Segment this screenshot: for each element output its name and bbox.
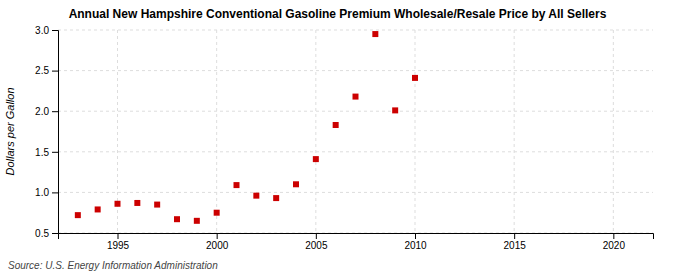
y-tick-mark	[52, 152, 58, 153]
y-tick-label: 2.0	[35, 106, 49, 117]
x-tick-mark	[613, 233, 614, 239]
x-tick-mark	[514, 233, 515, 239]
x-tick-mark	[415, 233, 416, 239]
y-grid-line	[58, 30, 653, 31]
x-tick: 2005	[305, 233, 328, 251]
point	[75, 212, 81, 218]
chart: 1995 2000 2005 2010 2015 2020 0.5 1.0 1.5 2.0 2.5 3…	[0, 0, 675, 275]
point	[392, 107, 398, 113]
y-grid-line	[58, 111, 653, 112]
y-tick-label: 3.0	[35, 25, 49, 36]
point	[372, 31, 378, 37]
point	[95, 206, 101, 212]
y-tick: 3.0	[35, 25, 58, 36]
x-tick: 2015	[504, 233, 527, 251]
x-tick: 2010	[404, 233, 427, 251]
y-grid-line	[58, 151, 653, 152]
x-tick-mark	[217, 233, 218, 239]
y-tick: 2.0	[35, 106, 58, 117]
point	[214, 210, 220, 216]
point	[194, 218, 200, 224]
point	[293, 181, 299, 187]
y-axis-label: Dollars per Gallon	[4, 87, 16, 175]
plot-area: 1995 2000 2005 2010 2015 2020 0.5 1.0 1.5 2.0 2.5 3…	[35, 25, 653, 251]
y-tick-mark	[52, 233, 58, 234]
y-tick: 1.0	[35, 187, 58, 198]
x-tick-label: 1995	[107, 240, 130, 251]
x-tick: 1995	[107, 233, 130, 251]
y-tick-mark	[52, 111, 58, 112]
x-tick-label: 2015	[504, 240, 527, 251]
points	[75, 31, 418, 224]
point	[253, 193, 259, 199]
y-axis: 0.5 1.0 1.5 2.0 2.5 3.0	[35, 25, 58, 239]
x-tick-label: 2000	[206, 240, 229, 251]
point	[333, 122, 339, 128]
x-tick: 2000	[206, 233, 229, 251]
y-axis-line	[52, 31, 59, 234]
source-note: Source: U.S. Energy Information Administ…	[8, 260, 218, 271]
y-tick: 0.5	[35, 228, 58, 239]
x-tick-label: 2010	[404, 240, 427, 251]
point	[234, 182, 240, 188]
point	[273, 195, 279, 201]
y-tick: 2.5	[35, 65, 58, 76]
y-tick-label: 0.5	[35, 228, 49, 239]
title: Annual New Hampshire Conventional Gasoli…	[69, 7, 607, 21]
y-tick-label: 1.5	[35, 147, 49, 158]
y-tick-mark	[52, 192, 58, 193]
x-grid-line	[415, 30, 416, 233]
y-grid-line	[58, 192, 653, 193]
x-grid-line	[514, 30, 515, 233]
x-tick: 2020	[603, 233, 626, 251]
x-grid-line	[613, 30, 614, 233]
x-tick-label: 2020	[603, 240, 626, 251]
point	[174, 216, 180, 222]
point	[154, 202, 160, 208]
x-tick-mark	[316, 233, 317, 239]
x-grid-line	[216, 30, 217, 233]
y-tick-mark	[52, 71, 58, 72]
point	[412, 75, 418, 81]
point	[115, 201, 121, 207]
point	[313, 156, 319, 162]
x-axis-line	[59, 234, 654, 240]
y-tick-label: 2.5	[35, 65, 49, 76]
y-grid-line	[58, 70, 653, 71]
x-axis: 1995 2000 2005 2010 2015 2020	[59, 233, 654, 251]
point	[134, 200, 140, 206]
x-tick-mark	[118, 233, 119, 239]
y-tick-mark	[52, 30, 58, 31]
y-tick: 1.5	[35, 147, 58, 158]
y-tick-label: 1.0	[35, 187, 49, 198]
x-tick-label: 2005	[305, 240, 328, 251]
x-grid-line	[315, 30, 316, 233]
point	[353, 94, 359, 100]
grid	[58, 30, 653, 233]
